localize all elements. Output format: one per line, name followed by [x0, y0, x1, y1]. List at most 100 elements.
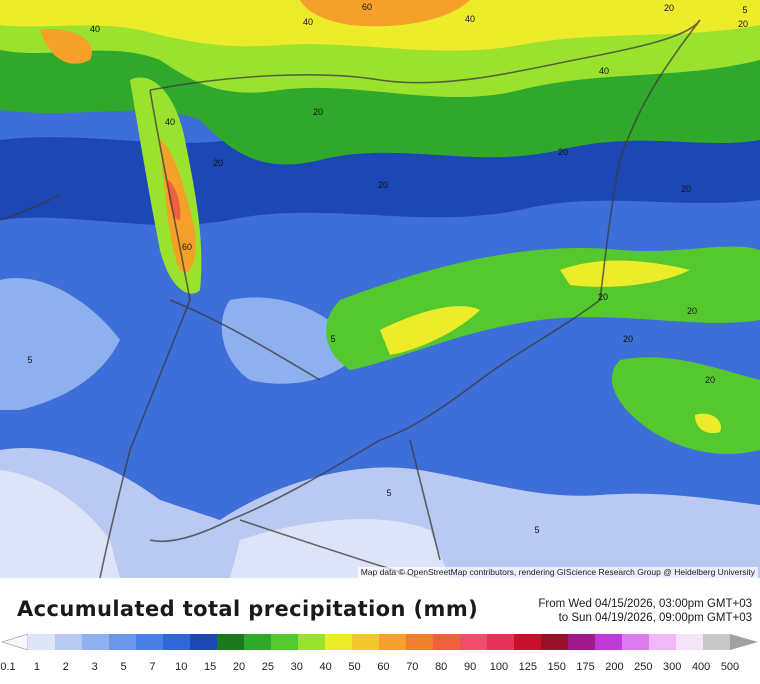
- chart-title: Accumulated total precipitation (mm): [17, 597, 479, 621]
- contour-label: 60: [182, 242, 192, 252]
- precip-area-1mm: [0, 448, 760, 578]
- precip-area-30mm-streak: [380, 260, 690, 355]
- legend-tick-label: 50: [348, 661, 360, 673]
- contour-label: 60: [362, 2, 372, 12]
- coastline: [99, 89, 191, 578]
- legend-swatch: [244, 634, 272, 650]
- color-legend: 0.1 1 2 3 5 7 10 15 20 25 30 40 50 60 70 80 90 100 125 150 1…: [0, 630, 760, 680]
- precip-area-50mm-north: [40, 0, 470, 64]
- legend-swatch: [271, 634, 299, 650]
- contour-label: 40: [165, 117, 175, 127]
- legend-tick-label: 400: [692, 661, 710, 673]
- legend-tick-label: 40: [320, 661, 332, 673]
- legend-swatch: [136, 634, 164, 650]
- legend-tick-label: 2: [63, 661, 69, 673]
- period-to: to Sun 04/19/2026, 09:00pm GMT+03: [558, 612, 752, 624]
- contour-label: 40: [303, 17, 313, 27]
- legend-swatch: [487, 634, 515, 650]
- legend-swatch: [217, 634, 245, 650]
- contour-label: 20: [687, 306, 697, 316]
- legend-tick-label: 150: [548, 661, 566, 673]
- contour-label: 20: [705, 375, 715, 385]
- legend-tick-label: 175: [576, 661, 594, 673]
- time-period: From Wed 04/15/2026, 03:00pm GMT+03 to S…: [538, 597, 752, 625]
- northern-border: [149, 19, 701, 91]
- contour-label: 20: [681, 184, 691, 194]
- southern-border: [149, 439, 381, 543]
- legend-swatch: [568, 634, 596, 650]
- legend-swatch: [163, 634, 191, 650]
- legend-swatch: [352, 634, 380, 650]
- legend-tick-label: 1: [34, 661, 40, 673]
- precipitation-map[interactable]: 40 60 40 40 20 40 20 40 20 20 20 20 20 60 20 20 5 20 20 5 5 5…: [0, 0, 760, 578]
- contour-label: 5: [742, 5, 747, 15]
- legend-swatch: [460, 634, 488, 650]
- legend-svg: 0.1 1 2 3 5 7 10 15 20 25 30 40 50 60 70 80 90 100 125 150 1…: [0, 633, 758, 673]
- legend-tick-label: 80: [435, 661, 447, 673]
- legend-tick-label: 60: [377, 661, 389, 673]
- legend-tick-label: 20: [233, 661, 245, 673]
- western-border: [0, 194, 61, 221]
- legend-swatch: [406, 634, 434, 650]
- contour-label: 5: [534, 525, 539, 535]
- legend-tick-label: 5: [120, 661, 126, 673]
- contour-label: 5: [330, 334, 335, 344]
- legend-tick-label: 25: [262, 661, 274, 673]
- precip-area-5mm-west: [0, 278, 120, 410]
- precip-area-5mm-center: [221, 297, 360, 384]
- legend-swatch: [82, 634, 110, 650]
- contour-label: 20: [378, 180, 388, 190]
- legend-arrow-high: [730, 634, 758, 650]
- legend-swatch: [55, 634, 83, 650]
- legend-swatch: [325, 634, 353, 650]
- legend-swatch: [433, 634, 461, 650]
- legend-swatch: [109, 634, 137, 650]
- legend-tick-label: 500: [721, 661, 739, 673]
- contour-label: 20: [664, 3, 674, 13]
- contour-label: 40: [465, 14, 475, 24]
- contour-label: 40: [599, 66, 609, 76]
- legend-tick-label: 0.1: [0, 661, 15, 673]
- legend-swatch: [28, 634, 56, 650]
- legend-tick-label: 3: [92, 661, 98, 673]
- contour-label: 20: [623, 334, 633, 344]
- contour-label: 20: [313, 107, 323, 117]
- precip-area-light-lowlands: [0, 470, 450, 578]
- contour-label: 5: [27, 355, 32, 365]
- eastern-border: [379, 19, 701, 441]
- legend-swatch: [541, 634, 569, 650]
- legend-tick-label: 30: [291, 661, 303, 673]
- legend-tick-label: 15: [204, 661, 216, 673]
- legend-tick-label: 200: [605, 661, 623, 673]
- borders: [0, 19, 701, 578]
- legend-swatch: [649, 634, 677, 650]
- legend-swatch: [595, 634, 623, 650]
- legend-tick-label: 7: [149, 661, 155, 673]
- precip-area-20mm-southeast: [611, 357, 760, 454]
- precipitation-map-svg: 40 60 40 40 20 40 20 40 20 20 20 20 20 60 20 20 5 20 20 5 5 5…: [0, 0, 760, 578]
- contour-label: 20: [213, 158, 223, 168]
- legend-swatch: [190, 634, 218, 650]
- contour-label: 40: [90, 24, 100, 34]
- legend-swatch: [298, 634, 326, 650]
- legend-swatch: [676, 634, 704, 650]
- contour-label: 20: [558, 147, 568, 157]
- precip-fields: [0, 0, 760, 578]
- contour-labels: 40 60 40 40 20 40 20 40 20 20 20 20 20 60 20 20 5 20 20 5 5 5…: [27, 2, 748, 535]
- legend-swatch: [379, 634, 407, 650]
- contour-label: 5: [386, 488, 391, 498]
- legend-arrow-low: [0, 633, 29, 651]
- precip-area-coastal-max: [168, 180, 181, 221]
- legend-tick-label: 125: [519, 661, 537, 673]
- legend-tick-label: 90: [464, 661, 476, 673]
- period-from: From Wed 04/15/2026, 03:00pm GMT+03: [538, 598, 752, 610]
- legend-swatch: [514, 634, 542, 650]
- legend-swatch: [622, 634, 650, 650]
- contour-label: 20: [598, 292, 608, 302]
- legend-tick-label: 300: [663, 661, 681, 673]
- contour-label: 20: [738, 19, 748, 29]
- precip-area-southeast-cell: [695, 413, 721, 434]
- legend-tick-label: 70: [406, 661, 418, 673]
- legend-tick-label: 100: [490, 661, 508, 673]
- map-attribution[interactable]: Map data © OpenStreetMap contributors, r…: [357, 567, 758, 578]
